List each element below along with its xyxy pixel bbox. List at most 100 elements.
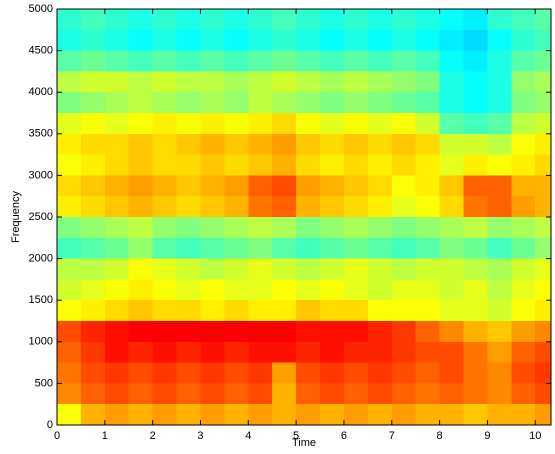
heatmap-cell xyxy=(152,383,177,405)
heatmap-cell xyxy=(535,279,551,301)
heatmap-cell xyxy=(391,9,416,30)
heatmap-cell xyxy=(487,321,512,342)
heatmap-cell xyxy=(80,50,105,72)
heatmap-cell xyxy=(128,154,153,176)
heatmap-cell xyxy=(128,237,153,259)
heatmap-cell xyxy=(296,362,321,384)
heatmap-cell xyxy=(176,196,201,217)
heatmap-cell xyxy=(152,9,177,30)
heatmap-cell xyxy=(104,29,129,51)
heatmap-cell xyxy=(535,362,551,384)
heatmap-cell xyxy=(391,362,416,384)
x-tick-label: 4 xyxy=(245,430,251,442)
heatmap-cell xyxy=(200,175,225,197)
heatmap-cell xyxy=(248,133,273,155)
x-axis-label: Time xyxy=(292,437,316,449)
y-tick-label: 1500 xyxy=(29,294,53,306)
heatmap-cell xyxy=(296,92,321,113)
heatmap-cell xyxy=(535,175,551,197)
heatmap-cell xyxy=(463,71,488,93)
heatmap-cell xyxy=(128,133,153,155)
heatmap-cell xyxy=(367,154,392,176)
y-tick-label: 2000 xyxy=(29,253,53,265)
heatmap-cell xyxy=(439,175,464,197)
heatmap-cell xyxy=(57,113,81,134)
heatmap-cell xyxy=(511,258,536,280)
heatmap-cell xyxy=(343,237,368,259)
heatmap-cell xyxy=(272,217,297,238)
heatmap-cell xyxy=(320,92,344,113)
heatmap-cell xyxy=(439,383,464,405)
heatmap-cell xyxy=(176,175,201,197)
heatmap-cell xyxy=(128,196,153,217)
heatmap-cell xyxy=(176,341,201,363)
heatmap-cell xyxy=(343,279,368,301)
heatmap-cell xyxy=(128,9,153,30)
heatmap-cell xyxy=(511,133,536,155)
heatmap-cell xyxy=(463,383,488,405)
heatmap-cell xyxy=(320,196,344,217)
heatmap-cell xyxy=(367,237,392,259)
heatmap-cell xyxy=(128,258,153,280)
heatmap-cell xyxy=(439,217,464,238)
heatmap-cell xyxy=(439,29,464,51)
heatmap-cell xyxy=(152,321,177,342)
heatmap-cell xyxy=(224,71,249,93)
heatmap-cell xyxy=(487,362,512,384)
heatmap-cell xyxy=(391,237,416,259)
heatmap-cell xyxy=(224,404,249,425)
heatmap-cell xyxy=(224,237,249,259)
heatmap-cell xyxy=(224,133,249,155)
heatmap-cell xyxy=(535,9,551,30)
heatmap-cell xyxy=(391,217,416,238)
heatmap-cell xyxy=(272,29,297,51)
heatmap-cell xyxy=(511,341,536,363)
heatmap-cell xyxy=(104,113,129,134)
heatmap-cell xyxy=(57,404,81,425)
heatmap-cell xyxy=(391,175,416,197)
heatmap-cell xyxy=(463,279,488,301)
heatmap-cell xyxy=(200,383,225,405)
heatmap-cell xyxy=(463,133,488,155)
heatmap-cell xyxy=(463,154,488,176)
heatmap-cell xyxy=(176,50,201,72)
heatmap-cell xyxy=(511,362,536,384)
heatmap-cell xyxy=(511,279,536,301)
heatmap-cell xyxy=(224,9,249,30)
heatmap-cell xyxy=(200,196,225,217)
heatmap-cell xyxy=(224,362,249,384)
heatmap-cell xyxy=(367,133,392,155)
heatmap-cell xyxy=(439,279,464,301)
heatmap-cell xyxy=(80,300,105,321)
heatmap-cell xyxy=(224,29,249,51)
heatmap-cell xyxy=(439,133,464,155)
heatmap-cell xyxy=(463,50,488,72)
y-tick-label: 500 xyxy=(35,377,53,389)
heatmap-cell xyxy=(367,92,392,113)
heatmap-cell xyxy=(511,175,536,197)
heatmap-cell xyxy=(415,29,440,51)
heatmap-cell xyxy=(487,383,512,405)
heatmap-cell xyxy=(104,92,129,113)
heatmap-cell xyxy=(272,279,297,301)
heatmap-cell xyxy=(176,29,201,51)
heatmap-cell xyxy=(343,9,368,30)
heatmap-cell xyxy=(463,300,488,321)
heatmap-cell xyxy=(248,279,273,301)
heatmap-cell xyxy=(415,50,440,72)
heatmap-cell xyxy=(57,175,81,197)
heatmap-cell xyxy=(128,113,153,134)
heatmap-cell xyxy=(224,50,249,72)
heatmap-cell xyxy=(80,71,105,93)
heatmap-cell xyxy=(296,279,321,301)
heatmap-cell xyxy=(439,300,464,321)
heatmap-cell xyxy=(511,196,536,217)
heatmap-cell xyxy=(128,321,153,342)
heatmap-cell xyxy=(487,133,512,155)
heatmap-cell xyxy=(463,258,488,280)
heatmap-cell xyxy=(535,196,551,217)
heatmap-cell xyxy=(535,383,551,405)
heatmap-cell xyxy=(248,29,273,51)
heatmap-cell xyxy=(296,196,321,217)
heatmap-cell xyxy=(439,196,464,217)
